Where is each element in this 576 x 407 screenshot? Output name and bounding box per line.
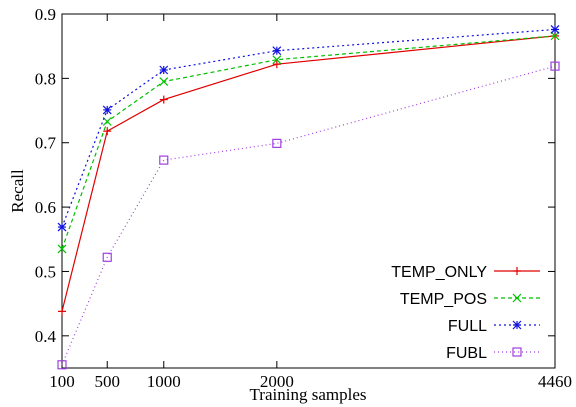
data-point-temp-only [159, 95, 168, 104]
series-temp-only [58, 31, 559, 316]
x-tick-label: 500 [94, 372, 120, 391]
series-fubl [57, 61, 560, 370]
legend-marker [512, 320, 522, 330]
data-point-full [550, 25, 560, 34]
x-tick-label: 1000 [147, 372, 181, 391]
x-tick-label: 4460 [538, 372, 572, 391]
data-point-full [102, 105, 112, 115]
data-point-temp-pos [550, 31, 560, 41]
legend-marker [512, 347, 522, 357]
data-point-fubl [550, 61, 560, 71]
legend-item-fubl: FUBL [446, 345, 540, 362]
data-point-temp-only [272, 60, 281, 69]
legend-label: FULL [448, 318, 487, 335]
y-tick-label: 0.4 [35, 327, 57, 346]
legend-marker [512, 293, 522, 303]
series-temp-pos [57, 31, 560, 254]
data-point-fubl [57, 360, 67, 370]
data-point-temp-only [58, 307, 66, 316]
legend: TEMP_ONLY TEMP_POS FULL FUBL [391, 264, 540, 362]
axis-ticks: 0.4 0.5 0.6 0.7 0.8 0.9 100 500 1000 2000 4460 [35, 5, 572, 391]
legend-label: FUBL [446, 345, 487, 362]
legend-label: TEMP_ONLY [391, 264, 487, 281]
x-axis-title: Training samples [250, 385, 367, 404]
legend-item-full: FULL [448, 318, 540, 335]
legend-item-temp-pos: TEMP_POS [400, 291, 540, 308]
legend-marker [513, 267, 521, 275]
data-point-temp-pos [57, 244, 67, 254]
legend-item-temp-only: TEMP_ONLY [391, 264, 540, 281]
data-point-temp-pos [272, 55, 282, 65]
data-point-temp-pos [159, 77, 169, 87]
series-line-full [61, 28, 556, 228]
x-tick-label: 2000 [260, 372, 294, 391]
plot-frame [61, 13, 556, 369]
data-point-full [57, 222, 67, 232]
y-tick-label: 0.5 [35, 262, 56, 281]
legend-label: TEMP_POS [400, 291, 487, 308]
y-tick-label: 0.7 [35, 134, 57, 153]
series-layer [57, 25, 560, 370]
data-point-temp-pos [102, 117, 112, 126]
data-point-full [159, 65, 169, 75]
y-tick-label: 0.6 [35, 198, 56, 217]
data-point-full [272, 46, 282, 56]
x-tick-label: 100 [49, 372, 75, 391]
series-full [57, 25, 560, 232]
series-line-temp-pos [61, 35, 556, 250]
data-point-temp-only [103, 127, 112, 136]
y-tick-label: 0.8 [35, 69, 56, 88]
y-tick-label: 0.9 [35, 5, 56, 24]
data-point-fubl [159, 155, 169, 165]
data-point-fubl [272, 138, 282, 148]
y-axis-title: Recall [8, 169, 27, 213]
data-point-fubl [102, 252, 112, 262]
